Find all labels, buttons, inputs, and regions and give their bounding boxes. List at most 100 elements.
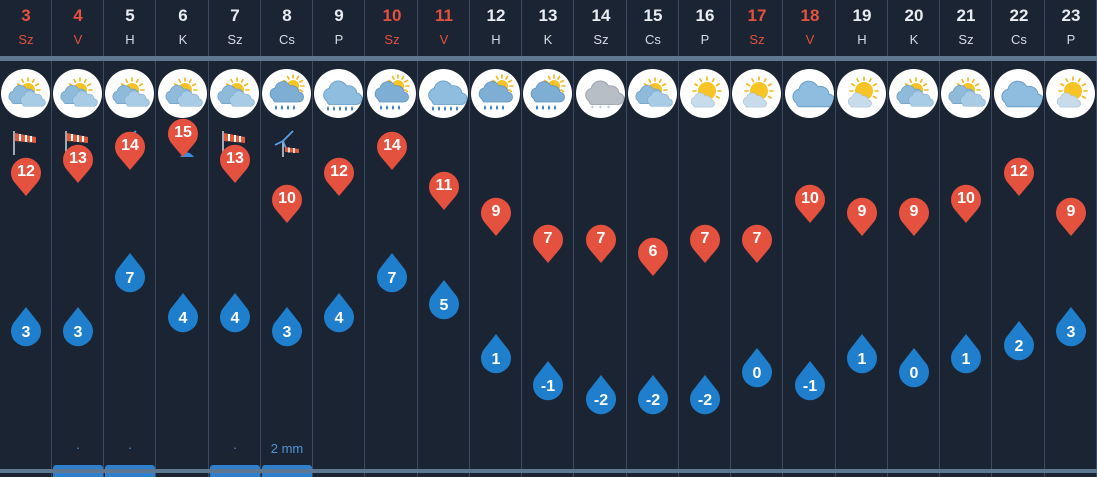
day-header[interactable]: 10 Sz — [366, 0, 418, 56]
min-temp-value: 0 — [909, 365, 919, 382]
day-number: 4 — [73, 6, 83, 25]
column-separator — [103, 0, 104, 477]
day-column: 15 Cs 6 -2 — [627, 0, 679, 477]
min-temp-value: 3 — [73, 324, 83, 341]
day-column: 16 P 7 -2 — [679, 0, 731, 477]
min-temp-drop: -2 — [686, 373, 724, 419]
sun-small-cloud-icon — [680, 69, 729, 118]
column-separator — [521, 0, 522, 477]
day-header[interactable]: 3 Sz — [0, 0, 52, 56]
max-temp-pin: 13 — [216, 139, 254, 185]
min-temp-drop: 1 — [843, 332, 881, 378]
min-temp-drop: 7 — [373, 251, 411, 297]
day-header[interactable]: 15 Cs — [627, 0, 679, 56]
max-temp-value: 14 — [121, 137, 139, 154]
min-temp-value: 1 — [857, 351, 867, 368]
sun-cloud-rain-icon — [367, 69, 416, 118]
day-header[interactable]: 22 Cs — [993, 0, 1045, 56]
max-temp-pin: 9 — [895, 192, 933, 238]
day-header[interactable]: 13 K — [522, 0, 574, 56]
day-header[interactable]: 8 Cs — [261, 0, 313, 56]
min-temp-value: 3 — [282, 324, 292, 341]
day-number: 11 — [435, 6, 453, 25]
svg-text:*: * — [591, 105, 594, 112]
day-column: 7 Sz 13 4. — [209, 0, 261, 477]
partly-cloudy-icon — [889, 69, 938, 118]
day-header[interactable]: 21 Sz — [940, 0, 992, 56]
day-number: 3 — [21, 6, 31, 25]
max-temp-pin: 11 — [425, 166, 463, 212]
day-column: 5 H 14 7. — [104, 0, 156, 477]
day-header[interactable]: 7 Sz — [209, 0, 261, 56]
weekday-label: Sz — [18, 32, 34, 47]
day-header[interactable]: 11 V — [418, 0, 470, 56]
weekday-label: P — [334, 32, 344, 47]
day-column: 14 Sz * * * 7 -2 — [575, 0, 627, 477]
max-temp-pin: 9 — [843, 192, 881, 238]
partly-cloudy-icon — [1, 69, 50, 118]
weekday-label: K — [543, 32, 553, 47]
day-header[interactable]: 18 V — [784, 0, 836, 56]
max-temp-pin: 12 — [1000, 152, 1038, 198]
day-header[interactable]: 23 P — [1045, 0, 1097, 56]
partly-cloudy-icon — [628, 69, 677, 118]
sun-small-cloud-icon — [732, 69, 781, 118]
min-temp-drop: 3 — [1052, 305, 1090, 351]
max-temp-value: 7 — [700, 230, 710, 247]
day-column: 22 Cs 12 2 — [993, 0, 1045, 477]
sun-small-cloud-icon — [837, 69, 886, 118]
cloud-icon — [785, 69, 834, 118]
day-column: 12 H 9 1 — [470, 0, 522, 477]
min-temp-drop: 0 — [895, 346, 933, 392]
max-temp-pin: 12 — [7, 152, 45, 198]
day-column: 3 Sz 12 3 — [0, 0, 52, 477]
sun-cloud-rain-icon — [471, 69, 520, 118]
min-temp-value: -1 — [802, 378, 818, 395]
sun-cloud-rain-icon — [262, 69, 311, 118]
min-temp-drop: 5 — [425, 278, 463, 324]
weekday-label: Sz — [749, 32, 765, 47]
min-temp-value: 7 — [125, 270, 135, 287]
min-temp-value: 2 — [1014, 338, 1024, 355]
column-separator — [887, 0, 888, 477]
max-temp-value: 10 — [278, 190, 296, 207]
max-temp-value: 13 — [226, 150, 244, 167]
min-temp-drop: 4 — [164, 291, 202, 337]
day-number: 14 — [591, 6, 611, 25]
day-header[interactable]: 14 Sz — [575, 0, 627, 56]
max-temp-pin: 12 — [320, 152, 358, 198]
column-separator — [730, 0, 731, 477]
min-temp-drop: 3 — [59, 305, 97, 351]
max-temp-value: 11 — [435, 177, 453, 194]
max-temp-pin: 7 — [686, 219, 724, 265]
header-divider — [0, 56, 1097, 61]
column-separator — [991, 0, 992, 477]
weekday-label: K — [909, 32, 919, 47]
partly-cloudy-icon — [158, 69, 207, 118]
column-separator — [260, 0, 261, 477]
day-header[interactable]: 20 K — [888, 0, 940, 56]
max-temp-pin: 14 — [373, 126, 411, 172]
day-number: 18 — [800, 6, 820, 25]
max-temp-value: 15 — [174, 124, 192, 141]
column-separator — [417, 0, 418, 477]
min-temp-value: 1 — [961, 351, 971, 368]
min-temp-drop: -1 — [791, 359, 829, 405]
max-temp-pin: 10 — [947, 179, 985, 225]
min-temp-value: -2 — [593, 392, 609, 409]
min-temp-drop: 1 — [477, 332, 515, 378]
day-number: 7 — [230, 6, 240, 25]
day-column: 20 K 9 0 — [888, 0, 940, 477]
windsock-icon — [10, 127, 42, 159]
day-number: 20 — [904, 6, 924, 25]
day-header[interactable]: 19 H — [836, 0, 888, 56]
day-header[interactable]: 16 P — [679, 0, 731, 56]
column-separator — [51, 0, 52, 477]
day-header[interactable]: 12 H — [470, 0, 522, 56]
day-header[interactable]: 17 Sz — [731, 0, 783, 56]
day-number: 21 — [956, 6, 976, 25]
